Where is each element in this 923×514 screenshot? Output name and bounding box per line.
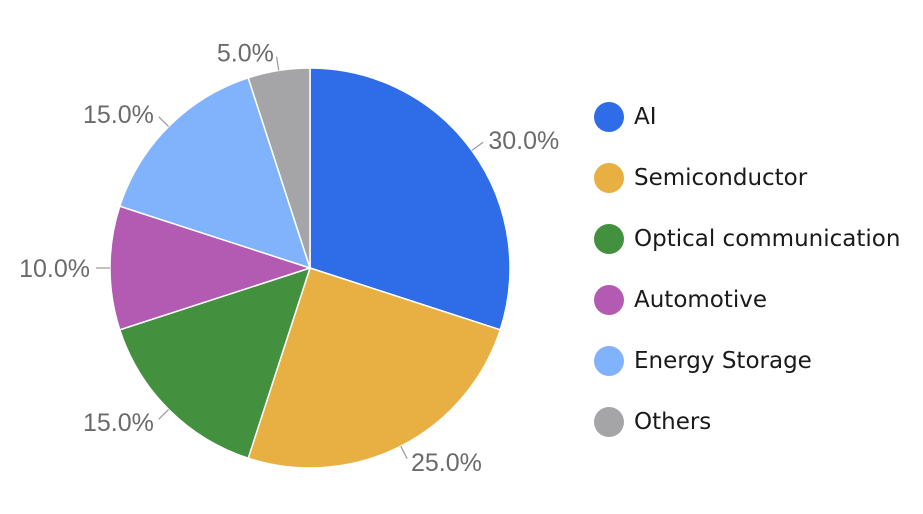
pie-slice-energy-storage [118, 76, 312, 270]
slice-label-automotive: 10.0% [19, 255, 90, 283]
legend-item-optical-communication: Optical communication [594, 208, 900, 269]
pie-slice-ai [309, 67, 511, 331]
legend-item-others: Others [594, 391, 900, 452]
legend-label-others: Others [634, 408, 712, 435]
legend-swatch-automotive [594, 284, 624, 315]
pie-slice-optical-communication [118, 266, 312, 460]
slice-label-others: 5.0% [217, 40, 274, 68]
legend-label-optical-communication: Optical communication [634, 225, 901, 252]
legend-item-automotive: Automotive [594, 269, 900, 330]
legend-item-ai: AI [594, 86, 900, 147]
legend-label-automotive: Automotive [634, 286, 768, 313]
legend-item-energy-storage: Energy Storage [594, 330, 900, 391]
slice-label-ai: 30.0% [488, 127, 559, 155]
legend: AI Semiconductor Optical communication A… [594, 86, 900, 452]
slice-label-semiconductor: 25.0% [411, 449, 482, 477]
leader-line-optical-communication [158, 408, 170, 420]
legend-swatch-others [594, 406, 624, 437]
legend-swatch-ai [594, 101, 624, 132]
pie-slice-automotive [109, 205, 313, 331]
leader-line-others [275, 56, 280, 71]
legend-swatch-energy-storage [594, 345, 624, 376]
legend-swatch-semiconductor [594, 162, 624, 193]
pie-slice-others [247, 67, 311, 269]
slice-label-optical-communication: 15.0% [83, 409, 154, 437]
leader-line-energy-storage [158, 116, 170, 128]
pie-slice-semiconductor [247, 267, 502, 469]
legend-label-ai: AI [634, 103, 657, 130]
leader-line-semiconductor [400, 445, 408, 459]
legend-label-semiconductor: Semiconductor [634, 164, 808, 191]
legend-swatch-optical-communication [594, 223, 624, 254]
legend-item-semiconductor: Semiconductor [594, 147, 900, 208]
leader-line-ai [471, 141, 484, 151]
slice-label-energy-storage: 15.0% [83, 101, 154, 129]
legend-label-energy-storage: Energy Storage [634, 347, 812, 374]
